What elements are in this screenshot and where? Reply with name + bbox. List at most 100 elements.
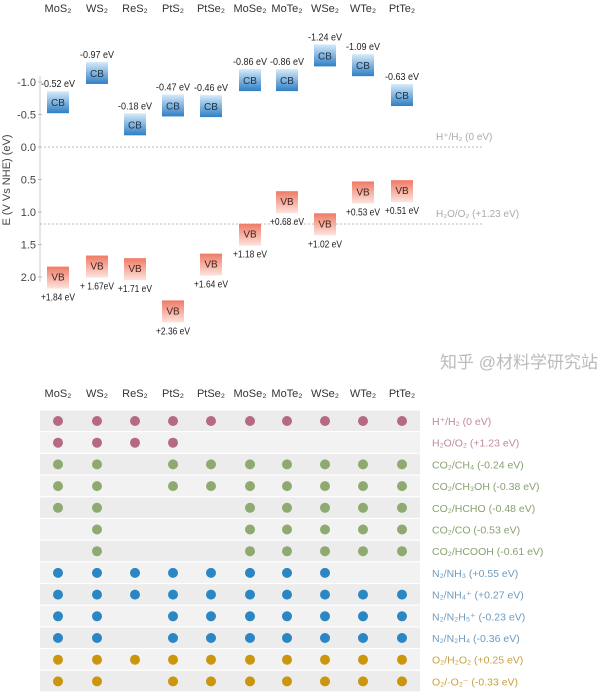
category-label: MoS₂ — [45, 3, 72, 15]
feasible-dot — [168, 567, 178, 578]
category-label: MoTe₂ — [271, 3, 302, 15]
cb-value-label: -0.46 eV — [194, 83, 228, 94]
column-header: WS₂ — [86, 388, 108, 400]
y-tick-label: 2.0 — [21, 272, 36, 284]
cb-box — [314, 44, 336, 67]
feasible-dot — [320, 524, 330, 535]
feasible-dot — [53, 416, 63, 426]
feasible-dot — [358, 524, 368, 535]
feasible-dot — [53, 633, 63, 643]
vb-value-label: +0.68 eV — [270, 217, 304, 228]
feasible-dot — [320, 546, 330, 557]
feasible-dot — [320, 611, 330, 622]
cb-label: CB — [90, 69, 104, 80]
feasible-dot — [92, 524, 102, 535]
feasible-dot — [168, 633, 178, 643]
cb-value-label: -0.86 eV — [233, 57, 267, 68]
vb-box — [124, 258, 146, 281]
category-label: WS₂ — [86, 3, 108, 15]
cb-value-label: -0.18 eV — [118, 101, 152, 112]
feasible-dot — [397, 546, 407, 557]
feasible-dot — [282, 633, 292, 643]
feasible-dot — [92, 459, 102, 470]
feasible-dot — [92, 502, 102, 513]
category-label: MoSe₂ — [233, 3, 266, 15]
cb-box — [352, 54, 374, 77]
cb-label: CB — [318, 51, 332, 62]
feasible-dot — [282, 676, 292, 687]
feasible-dot — [130, 437, 140, 448]
row-label: N₂/N₂H₄ (-0.36 eV) — [432, 633, 520, 645]
vb-value-label: +0.51 eV — [385, 206, 419, 217]
feasible-dot — [358, 502, 368, 513]
feasible-dot — [282, 416, 292, 426]
feasible-dot — [282, 524, 292, 535]
feasible-dot — [397, 459, 407, 470]
cb-value-label: -0.97 eV — [80, 50, 114, 61]
feasible-dot — [92, 567, 102, 578]
row-label: O₂/H₂O₂ (+0.25 eV) — [432, 655, 523, 667]
feasible-dot — [245, 633, 255, 643]
feasible-dot — [358, 676, 368, 687]
feasible-dot — [53, 611, 63, 622]
feasible-dot — [358, 481, 368, 492]
feasible-dot — [168, 481, 178, 492]
vb-box — [314, 213, 336, 236]
cb-box — [124, 113, 146, 136]
feasible-dot — [245, 589, 255, 600]
feasible-dot — [358, 546, 368, 557]
y-tick-label: -1.0 — [17, 77, 36, 89]
vb-value-label: +1.84 eV — [41, 293, 75, 304]
feasible-dot — [53, 567, 63, 578]
row-label: CO₂/HCOOH (-0.61 eV) — [432, 546, 543, 558]
feasible-dot — [245, 567, 255, 578]
y-tick-label: 1.0 — [21, 207, 36, 219]
cb-box — [276, 69, 298, 92]
feasible-dot — [206, 416, 216, 426]
row-label: O₂/·O₂⁻ (-0.33 eV) — [432, 676, 518, 688]
category-label: PtS₂ — [162, 3, 184, 15]
vb-value-label: +1.02 eV — [308, 239, 342, 250]
vb-box — [162, 300, 184, 323]
feasible-dot — [397, 589, 407, 600]
y-tick-label: -0.5 — [17, 110, 36, 122]
cb-box — [239, 69, 261, 92]
feasible-dot — [282, 654, 292, 665]
cb-value-label: -0.63 eV — [385, 72, 419, 83]
row-label: CO₂/CH₃OH (-0.38 eV) — [432, 481, 540, 493]
feasible-dot — [92, 611, 102, 622]
feasible-dot — [92, 633, 102, 643]
feasible-dot — [206, 611, 216, 622]
cb-box — [47, 91, 69, 114]
cb-value-label: -0.47 eV — [156, 82, 190, 93]
feasible-dot — [245, 416, 255, 426]
cb-label: CB — [280, 76, 294, 87]
feasible-dot — [206, 633, 216, 643]
vb-label: VB — [243, 230, 257, 241]
vb-label: VB — [166, 306, 180, 317]
cb-label: CB — [166, 101, 180, 112]
cb-value-label: -0.52 eV — [41, 79, 75, 90]
cb-label: CB — [51, 98, 65, 109]
watermark: 知乎 @材料学研究站 — [440, 353, 598, 372]
feasible-dot — [320, 589, 330, 600]
vb-box — [352, 181, 374, 204]
column-header: WSe₂ — [311, 388, 339, 400]
vb-value-label: +1.18 eV — [233, 250, 267, 261]
vb-label: VB — [280, 197, 294, 208]
feasible-dot — [320, 459, 330, 470]
feasible-dot — [53, 481, 63, 492]
feasible-dot — [358, 654, 368, 665]
feasible-dot — [245, 611, 255, 622]
feasible-dot — [282, 502, 292, 513]
feasible-dot — [397, 524, 407, 535]
feasible-dot — [282, 589, 292, 600]
feasible-dot — [245, 546, 255, 557]
vb-label: VB — [90, 262, 104, 273]
feasible-dot — [92, 437, 102, 448]
row-label: CO₂/HCHO (-0.48 eV) — [432, 503, 535, 515]
vb-label: VB — [318, 219, 332, 230]
column-header: ReS₂ — [122, 388, 148, 400]
